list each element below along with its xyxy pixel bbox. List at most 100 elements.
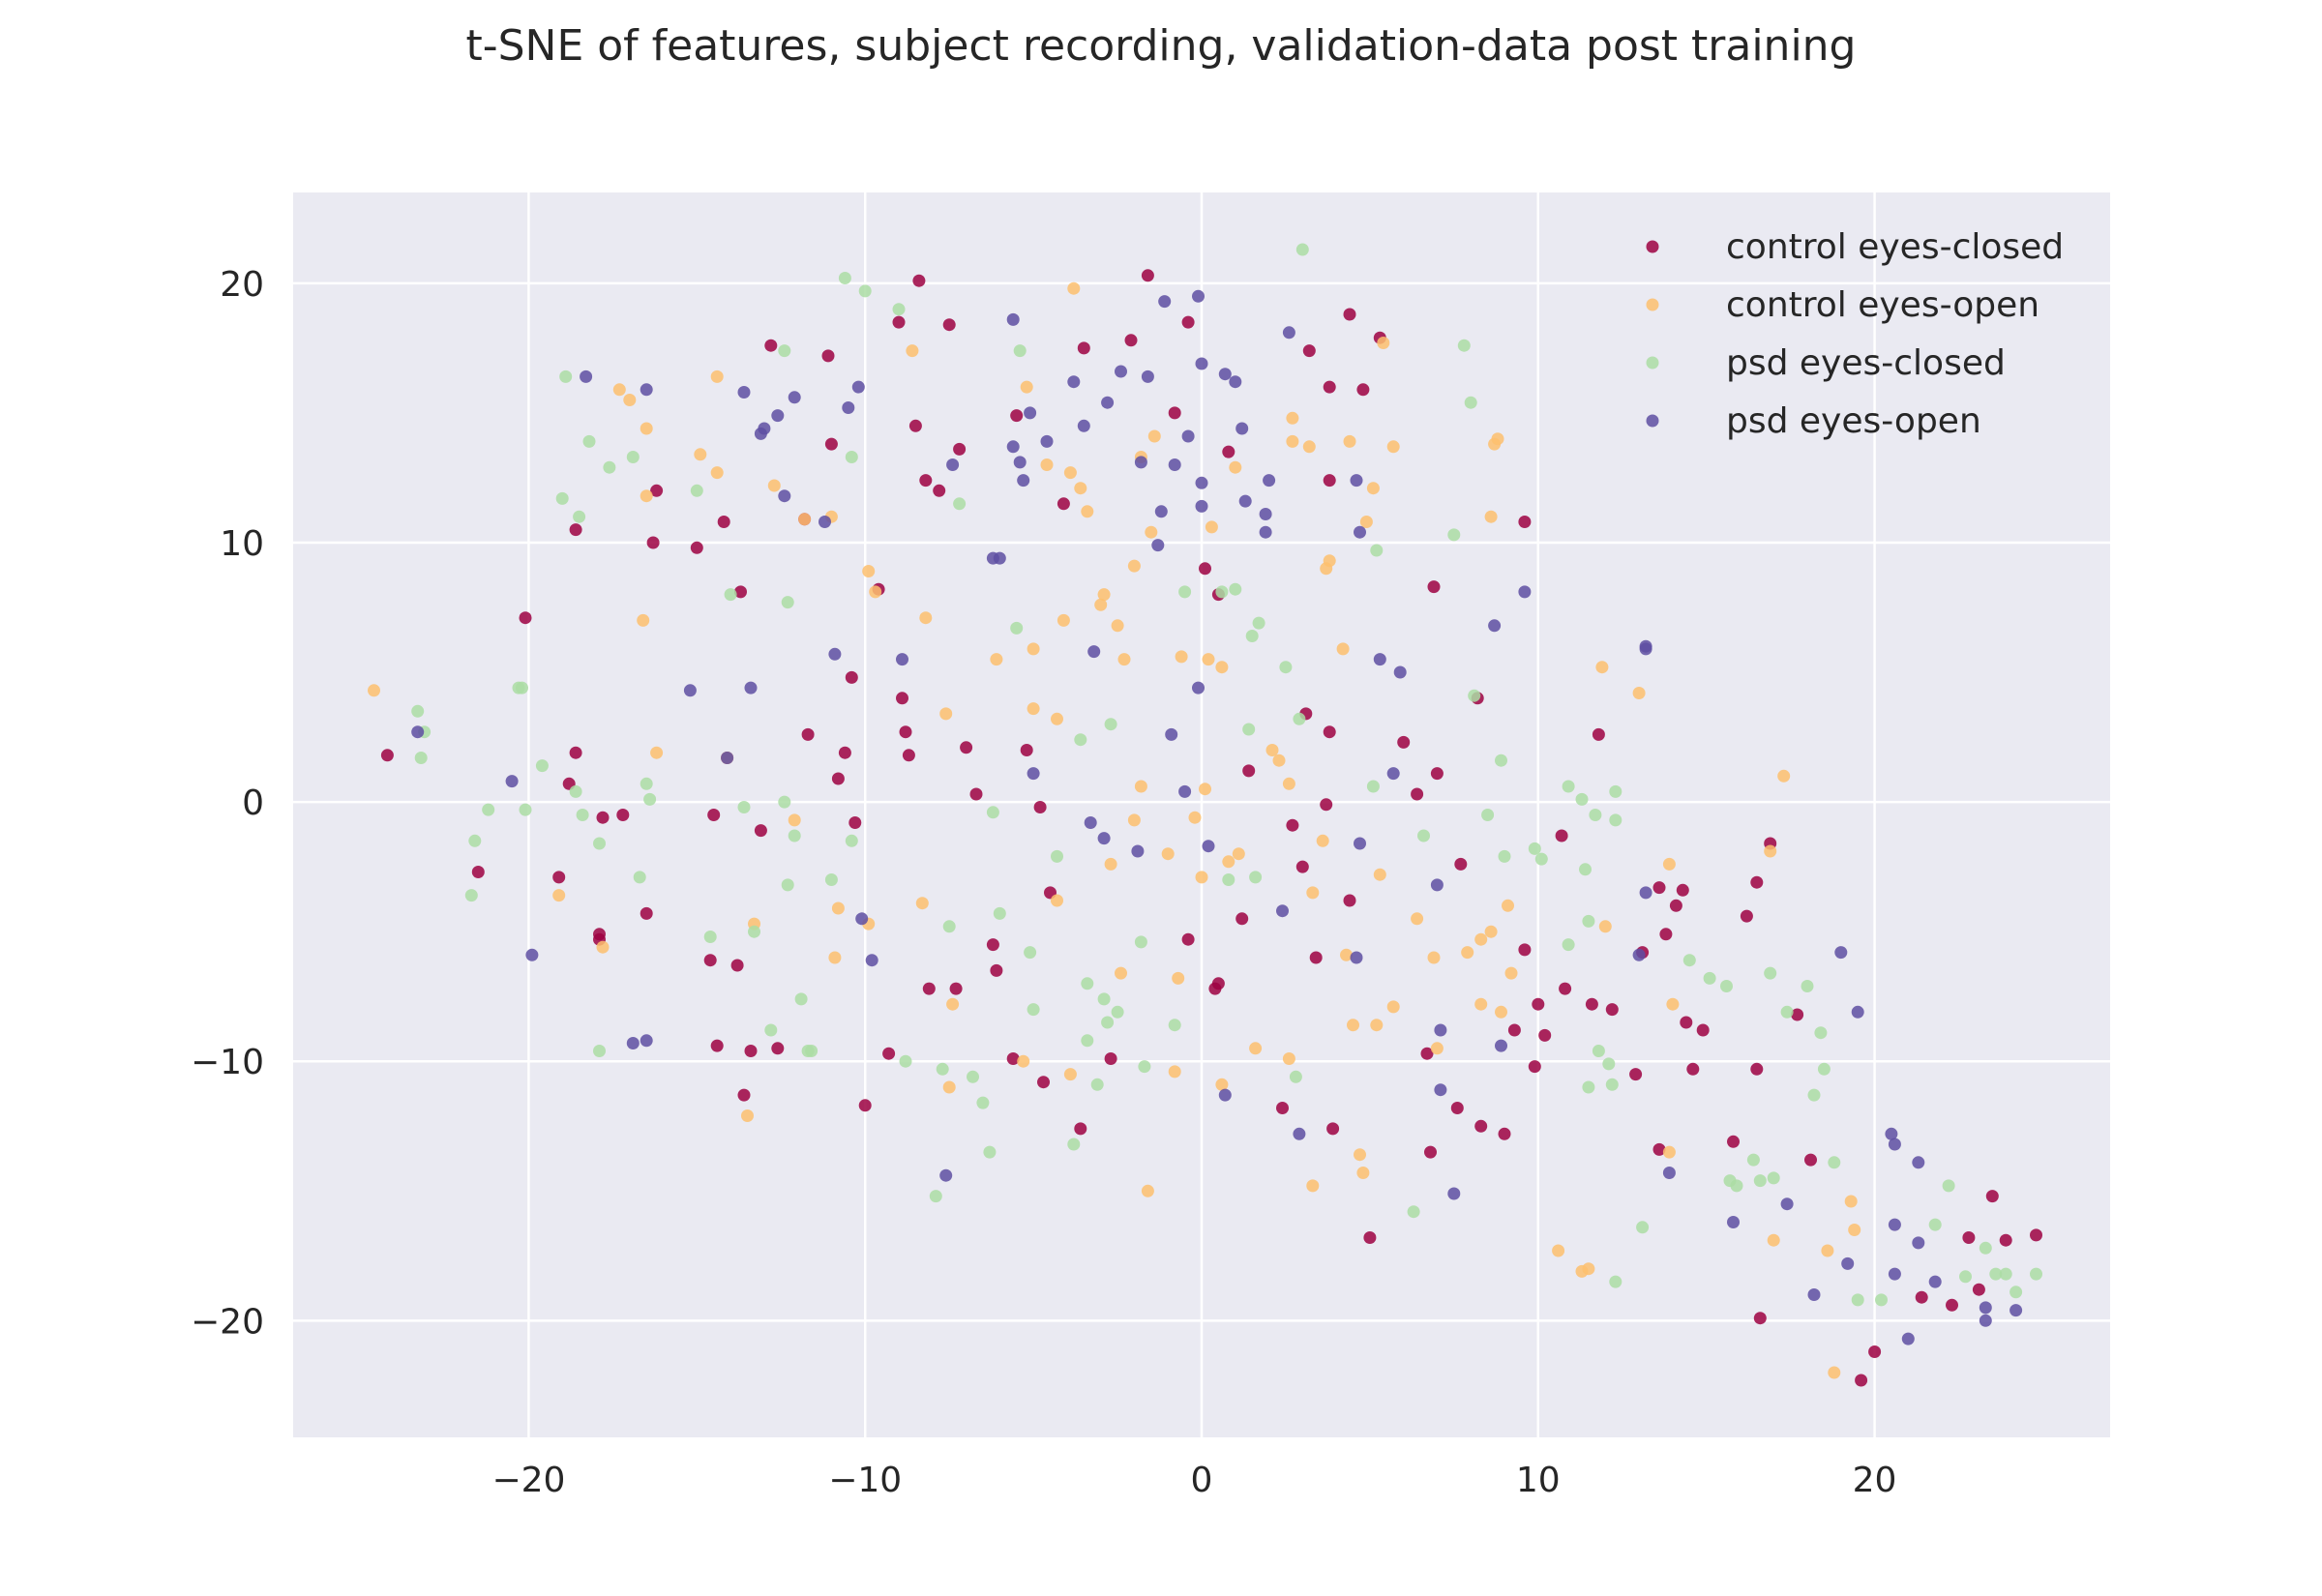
data-point [1582, 1262, 1595, 1276]
data-point [1662, 857, 1676, 871]
data-point [1340, 948, 1353, 961]
data-point [906, 344, 919, 358]
data-point [1447, 528, 1461, 542]
data-point [1289, 1070, 1302, 1083]
data-point [368, 684, 380, 697]
data-point [1605, 1003, 1619, 1017]
data-point [1175, 650, 1188, 664]
data-point [1218, 368, 1232, 381]
data-point [1006, 440, 1020, 454]
data-point [908, 419, 922, 432]
data-point [1420, 1047, 1434, 1060]
data-point [1199, 562, 1211, 576]
data-point [993, 906, 1006, 920]
data-point [899, 1054, 912, 1068]
data-point [939, 707, 953, 721]
data-point [1928, 1275, 1942, 1288]
data-point [1386, 440, 1400, 454]
data-point [1495, 1005, 1507, 1019]
data-point [1777, 769, 1791, 783]
data-point [2030, 1267, 2042, 1281]
data-point [1127, 559, 1141, 573]
data-point [1282, 1052, 1295, 1065]
data-point [1306, 886, 1320, 900]
legend-marker [1646, 298, 1659, 311]
data-point [1589, 809, 1602, 821]
data-point [1131, 844, 1145, 858]
data-point [764, 339, 778, 352]
data-point [569, 784, 582, 798]
data-point [1504, 966, 1518, 980]
data-point [1013, 344, 1027, 358]
data-point [1013, 456, 1027, 469]
data-point [1407, 1205, 1420, 1219]
data-point [1484, 510, 1498, 523]
data-point [1040, 458, 1054, 471]
data-point [1222, 873, 1235, 886]
data-point [1875, 1293, 1888, 1307]
data-point [794, 992, 808, 1006]
data-point [1817, 1062, 1831, 1076]
data-point [1229, 460, 1242, 474]
data-point [1063, 466, 1077, 480]
data-point [414, 752, 428, 764]
data-point [1598, 920, 1612, 933]
data-point [637, 613, 650, 627]
data-point [1828, 1366, 1841, 1379]
data-point [1006, 312, 1020, 326]
data-point [1447, 1187, 1461, 1200]
data-point [1134, 456, 1147, 469]
data-point [482, 803, 495, 816]
data-point [1067, 375, 1081, 389]
data-point [929, 1190, 942, 1203]
data-point [1010, 621, 1024, 635]
data-point [593, 837, 606, 850]
data-point [1115, 966, 1127, 980]
data-point [1097, 992, 1111, 1006]
data-point [1780, 1005, 1794, 1019]
data-point [1791, 1008, 1804, 1021]
data-point [1293, 712, 1306, 725]
data-point [1141, 1184, 1154, 1197]
data-point [1115, 365, 1127, 378]
data-point [1282, 326, 1295, 340]
data-point [724, 588, 737, 602]
data-point [1111, 1005, 1124, 1019]
data-point [559, 369, 573, 383]
data-point [767, 479, 781, 492]
data-point [1134, 780, 1147, 793]
data-point [1686, 1062, 1700, 1076]
data-point [1999, 1233, 2012, 1247]
data-point [1249, 1042, 1263, 1055]
data-point [1559, 982, 1572, 995]
data-point [1750, 875, 1764, 889]
series-3 [411, 289, 2023, 1345]
data-point [942, 920, 956, 933]
series-0 [380, 269, 2042, 1387]
data-point [633, 871, 646, 884]
data-point [535, 759, 549, 773]
data-point [821, 349, 835, 363]
data-point [986, 806, 999, 819]
y-tick-label: −10 [191, 1043, 264, 1082]
data-point [380, 749, 394, 762]
data-point [734, 585, 747, 599]
data-point [1582, 1080, 1595, 1094]
data-point [643, 792, 657, 806]
data-point [788, 813, 801, 827]
data-point [1101, 396, 1115, 409]
data-point [1682, 954, 1696, 967]
data-point [1979, 1301, 1992, 1315]
data-point [976, 1096, 990, 1109]
data-point [471, 866, 485, 878]
data-point [1238, 494, 1252, 508]
data-point [1359, 516, 1373, 528]
data-point [1659, 928, 1673, 941]
data-point [1552, 1244, 1565, 1257]
data-point [824, 437, 838, 451]
data-point [1592, 727, 1605, 741]
data-point [1979, 1241, 1992, 1255]
data-point [1753, 1312, 1767, 1325]
legend-marker [1646, 356, 1659, 369]
data-point [1366, 780, 1380, 793]
